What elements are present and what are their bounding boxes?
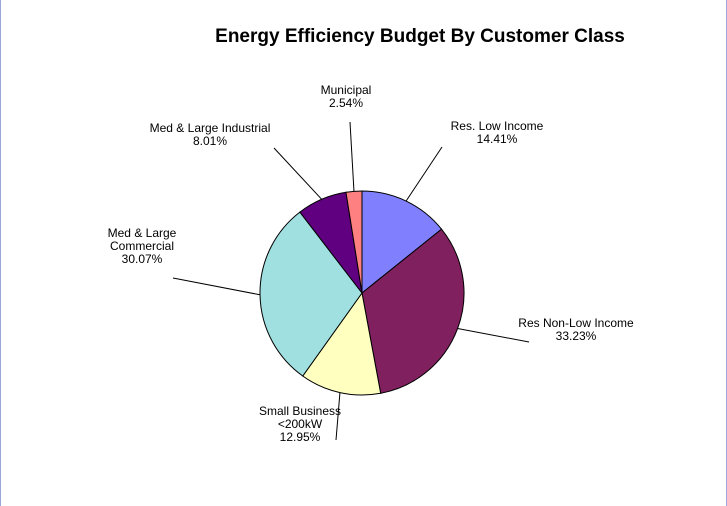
leader-line (335, 392, 341, 441)
slice-label: Med & Large Industrial 8.01% (150, 121, 271, 148)
leader-line (457, 327, 530, 343)
slice-label: Municipal 2.54% (321, 83, 372, 110)
pie-slice (361, 190, 443, 295)
pie-slice (302, 291, 382, 396)
leader-line (172, 277, 261, 296)
slice-label: Med & Large Commercial 30.07% (108, 226, 177, 266)
leader-lines (172, 121, 530, 441)
pie-slice (259, 211, 363, 377)
chart-title: Energy Efficiency Budget By Customer Cla… (215, 26, 625, 47)
pie-slices (259, 190, 465, 396)
leader-line (349, 121, 355, 192)
slice-label: Res. Low Income 14.41% (451, 119, 544, 146)
slice-label: Res Non-Low Income 33.23% (518, 316, 634, 343)
leader-line (405, 146, 443, 202)
slice-labels: Res. Low Income 14.41% Res Non-Low Income 3… (108, 83, 634, 444)
leader-line (273, 147, 323, 200)
slice-label: Small Business <200kW 12.95% (259, 404, 341, 444)
